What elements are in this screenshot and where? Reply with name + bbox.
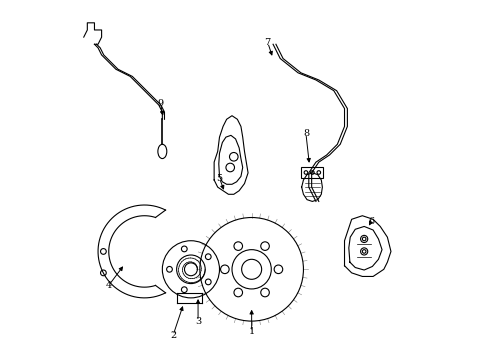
Text: 2: 2 bbox=[170, 331, 176, 340]
Text: 4: 4 bbox=[105, 281, 112, 290]
Bar bbox=[300, 167, 323, 178]
Text: 6: 6 bbox=[367, 217, 374, 226]
Text: 9: 9 bbox=[157, 99, 163, 108]
Text: 5: 5 bbox=[216, 174, 222, 183]
Text: 7: 7 bbox=[264, 38, 270, 47]
Text: 1: 1 bbox=[248, 327, 254, 336]
Text: 8: 8 bbox=[302, 129, 308, 138]
Text: 3: 3 bbox=[195, 316, 201, 325]
